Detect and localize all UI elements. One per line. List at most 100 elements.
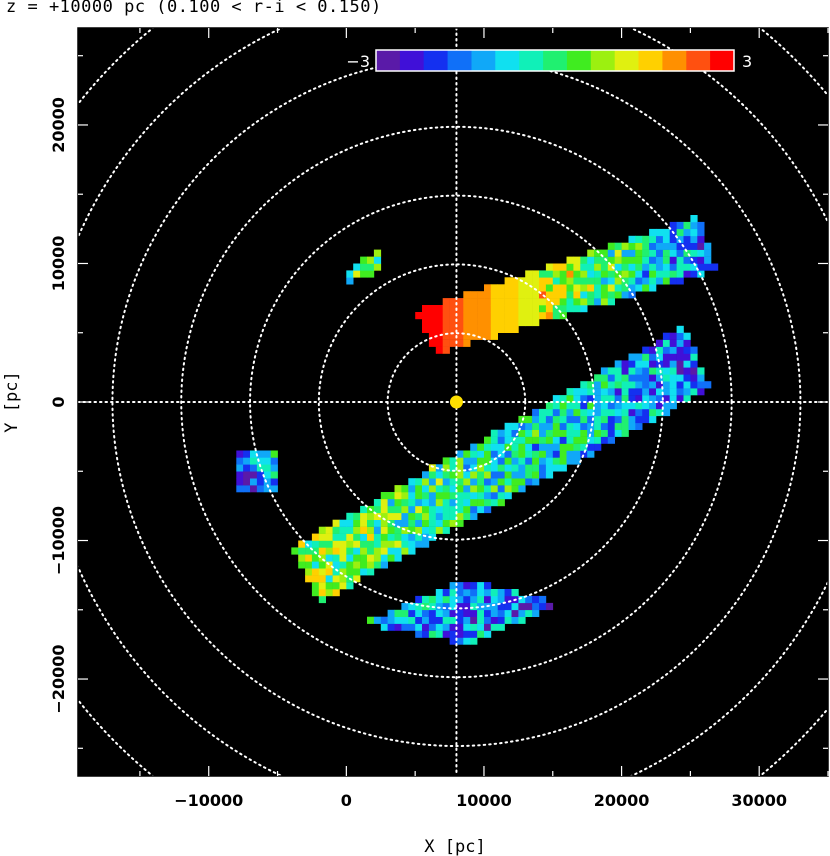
heatmap-cell (263, 478, 271, 486)
heatmap-cell (545, 602, 554, 611)
heatmap-cell (456, 623, 464, 631)
heatmap-cell (428, 485, 437, 493)
heatmap-cell (422, 499, 430, 507)
heatmap-cell (428, 616, 437, 624)
heatmap-cell (325, 547, 333, 555)
heatmap-cell (415, 485, 423, 493)
heatmap-cell (497, 471, 505, 479)
heatmap-cell (463, 450, 471, 458)
heatmap-cell (621, 360, 629, 368)
heatmap-cell (662, 353, 671, 361)
heatmap-cell (566, 395, 574, 403)
heatmap-cell (497, 464, 505, 472)
x-tick-label: 0 (341, 791, 352, 810)
heatmap-cell (367, 616, 375, 624)
heatmap-cell (614, 360, 622, 368)
heatmap-cell (456, 478, 464, 486)
heatmap-cell (635, 367, 643, 375)
heatmap-cell (325, 554, 333, 562)
heatmap-cell (594, 388, 602, 396)
heatmap-cell (346, 582, 354, 590)
heatmap-cell (539, 422, 547, 430)
heatmap-cell (318, 575, 326, 583)
heatmap-cell (367, 554, 375, 562)
heatmap-cell (635, 353, 643, 361)
heatmap-cell (525, 422, 533, 430)
heatmap-cell (607, 402, 615, 410)
heatmap-cell (422, 623, 430, 631)
heatmap-cell (635, 374, 643, 382)
heatmap-cell (545, 457, 554, 465)
heatmap-cell (360, 568, 368, 576)
heatmap-cell (346, 554, 354, 562)
heatmap-cell (422, 519, 430, 527)
heatmap-cell (676, 374, 684, 382)
heatmap-cell (662, 388, 671, 396)
heatmap-cell (532, 595, 540, 604)
heatmap-cell (449, 582, 457, 590)
heatmap-cell (332, 554, 340, 562)
heatmap-cell (656, 388, 664, 396)
heatmap-cell (587, 249, 595, 257)
heatmap-cell (477, 499, 485, 507)
heatmap-cell (628, 277, 636, 285)
heatmap-cell (690, 215, 698, 223)
heatmap-cell (642, 395, 650, 403)
heatmap-cell (484, 332, 492, 340)
heatmap-cell (532, 602, 540, 611)
heatmap-cell (435, 623, 443, 631)
heatmap-cell (373, 249, 382, 257)
heatmap-cell (656, 263, 664, 271)
heatmap-cell (367, 512, 375, 520)
heatmap-cell (559, 284, 567, 292)
heatmap-cell (559, 457, 567, 465)
heatmap-cell (497, 595, 505, 604)
heatmap-cell (649, 270, 657, 278)
heatmap-cell (566, 457, 574, 465)
heatmap-cell (525, 284, 533, 292)
heatmap-cell (360, 270, 368, 278)
heatmap-cell (422, 505, 430, 514)
heatmap-cell (504, 298, 512, 306)
heatmap-cell (456, 589, 464, 597)
heatmap-cell (339, 561, 347, 569)
heatmap-cell (456, 312, 464, 320)
heatmap-cell (690, 353, 698, 361)
heatmap-cell (525, 291, 533, 299)
heatmap-cell (449, 312, 457, 320)
heatmap-cell (607, 249, 615, 257)
heatmap-cell (380, 561, 388, 569)
heatmap-cell (676, 381, 684, 389)
heatmap-cell (525, 436, 533, 444)
heatmap-cell (683, 374, 691, 382)
heatmap-cell (422, 609, 430, 617)
heatmap-cell (566, 277, 574, 285)
heatmap-cell (449, 325, 457, 333)
heatmap-cell (456, 602, 464, 611)
heatmap-cell (484, 492, 492, 500)
heatmap-cell (600, 249, 609, 257)
heatmap-cell (422, 595, 430, 604)
heatmap-cell (250, 485, 258, 493)
heatmap-cell (497, 478, 505, 486)
heatmap-cell (642, 263, 650, 271)
heatmap-cell (339, 533, 347, 541)
heatmap-cell (332, 519, 340, 527)
heatmap-cell (353, 512, 361, 520)
heatmap-cell (552, 270, 560, 278)
heatmap-cell (635, 277, 643, 285)
heatmap-cell (484, 609, 492, 617)
heatmap-cell (401, 533, 409, 541)
heatmap-cell (690, 263, 698, 271)
heatmap-cell (470, 457, 478, 465)
heatmap-cell (532, 291, 540, 299)
heatmap-cell (305, 554, 313, 562)
heatmap-cell (628, 422, 636, 430)
heatmap-cell (580, 388, 588, 396)
heatmap-cell (387, 512, 395, 520)
heatmap-cell (662, 395, 671, 403)
heatmap-cell (428, 332, 437, 340)
colorbar-segment (614, 50, 640, 71)
heatmap-cell (305, 575, 313, 583)
heatmap-cell (401, 609, 409, 617)
